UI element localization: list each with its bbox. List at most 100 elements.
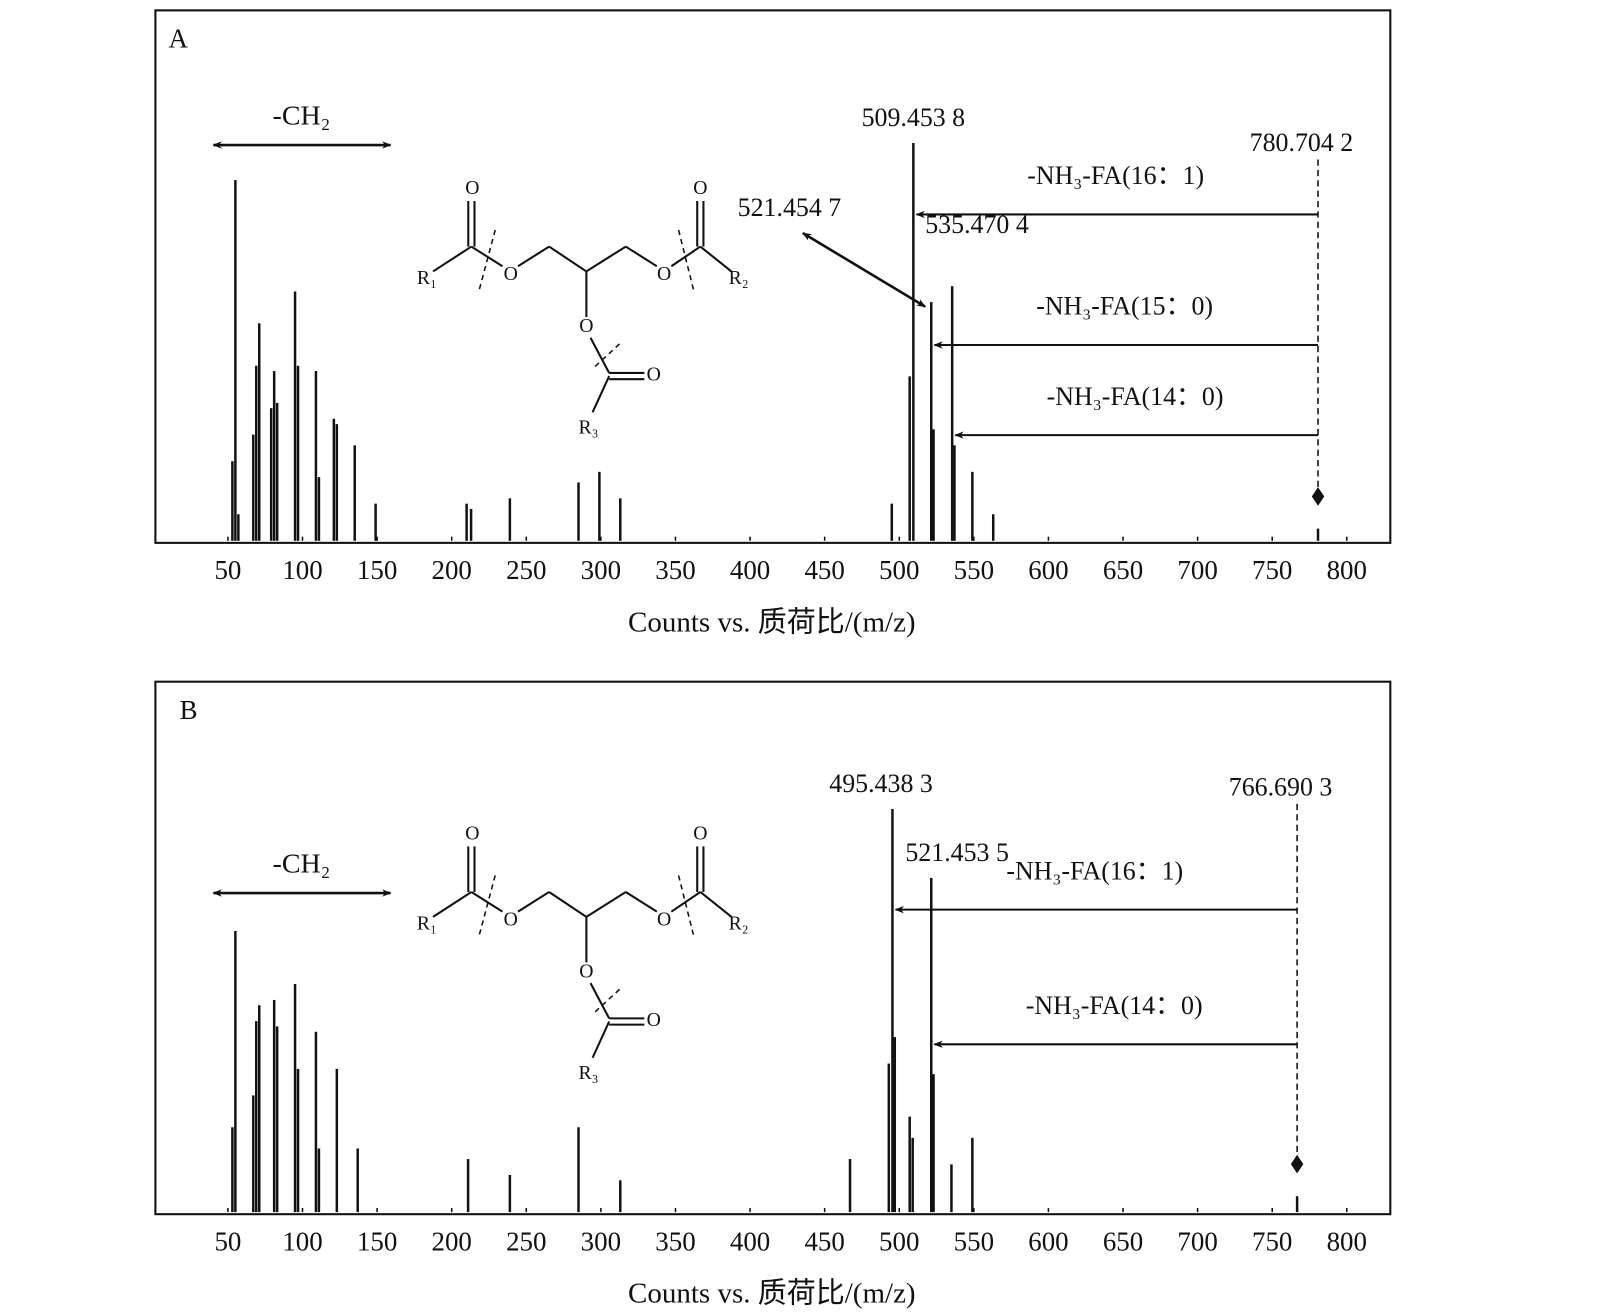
x-tick-label: 350 <box>655 555 695 585</box>
peak <box>234 930 237 1213</box>
peak <box>619 1180 622 1213</box>
x-tick-label: 300 <box>581 1226 621 1256</box>
x-tick-label: 500 <box>879 1226 919 1256</box>
x-tick-label: 650 <box>1103 1226 1143 1256</box>
x-tick-label: 150 <box>357 1226 397 1256</box>
peak <box>887 1063 891 1213</box>
peak <box>275 402 279 541</box>
peak <box>258 1005 261 1213</box>
x-tick-label: 550 <box>954 555 994 585</box>
atom-label: O <box>465 177 479 199</box>
peak <box>293 291 297 541</box>
peak <box>252 1095 255 1213</box>
atom-label: R₁ <box>417 267 437 289</box>
peak <box>577 482 580 541</box>
plot-frame <box>154 9 1392 544</box>
bond <box>517 245 550 268</box>
peak <box>255 365 258 541</box>
atom-label: O <box>693 823 707 845</box>
peak <box>932 1074 935 1213</box>
peak <box>296 365 300 541</box>
peak <box>275 1026 279 1213</box>
peak <box>466 1159 470 1213</box>
x-tick-label: 750 <box>1252 1226 1292 1256</box>
peak <box>296 1068 300 1213</box>
peak <box>893 1037 897 1213</box>
atom-label: O <box>504 263 518 285</box>
peak <box>1295 1196 1299 1213</box>
bond <box>432 245 472 273</box>
x-tick-label: 800 <box>1327 555 1367 585</box>
peak <box>356 1148 359 1213</box>
peak <box>508 498 512 541</box>
x-tick-label: 600 <box>1028 555 1068 585</box>
atom-label: R₁ <box>417 913 437 935</box>
precursor-label: 766.690 3 <box>1229 772 1333 801</box>
peak <box>293 984 297 1213</box>
bond <box>470 891 504 913</box>
peak <box>932 429 935 541</box>
peak <box>930 302 933 541</box>
precursor-marker <box>1290 1154 1304 1174</box>
x-tick-label: 600 <box>1028 1226 1068 1256</box>
loss-label: -NH₃-FA(16：1) <box>1027 161 1204 190</box>
loss-label: -NH₃-FA(16：1) <box>1006 856 1183 885</box>
bond <box>432 891 472 918</box>
x-tick-label: 50 <box>214 1226 241 1256</box>
x-tick-label: 50 <box>214 555 241 585</box>
shift-label: -CH₂ <box>273 849 331 880</box>
cleavage <box>592 343 621 370</box>
x-tick-label: 700 <box>1177 555 1217 585</box>
peak <box>314 1031 318 1213</box>
bond <box>548 245 587 273</box>
bond <box>591 375 611 413</box>
cleavage <box>592 988 621 1015</box>
bond <box>470 245 504 268</box>
atom-label: R₃ <box>578 1062 598 1084</box>
peak <box>335 424 339 541</box>
x-tick-label: 350 <box>655 1226 695 1256</box>
bond <box>625 245 658 268</box>
cleavage <box>677 875 695 938</box>
plot-frame <box>154 680 1392 1216</box>
peak <box>577 1127 580 1213</box>
peak <box>252 434 255 541</box>
peak <box>272 371 276 541</box>
peak <box>314 371 318 541</box>
peak <box>950 1164 953 1213</box>
peak <box>598 471 601 541</box>
peak <box>508 1174 512 1213</box>
atom-label: O <box>693 177 707 199</box>
x-tick-label: 150 <box>357 555 397 585</box>
peak <box>272 999 276 1213</box>
cleavage <box>677 229 695 293</box>
x-tick-label: 550 <box>954 1226 994 1256</box>
peak <box>953 445 956 541</box>
bond <box>670 245 701 268</box>
x-tick-label: 500 <box>879 555 919 585</box>
bond <box>699 891 733 918</box>
peak <box>619 498 622 541</box>
x-tick-label: 450 <box>804 555 844 585</box>
bond <box>625 891 658 913</box>
atom-label: R₃ <box>578 416 598 438</box>
cleavage <box>477 229 496 293</box>
peak <box>1316 528 1320 541</box>
peak <box>237 514 240 541</box>
peak <box>234 180 237 541</box>
x-tick-label: 800 <box>1327 1226 1367 1256</box>
peak <box>971 1137 974 1213</box>
x-tick-label: 300 <box>581 555 621 585</box>
shift-label: -CH₂ <box>273 101 331 132</box>
precursor-label: 780.704 2 <box>1250 128 1354 157</box>
x-tick-label: 250 <box>506 555 546 585</box>
peak <box>469 508 473 541</box>
atom-label: O <box>579 315 593 337</box>
x-tick-label: 250 <box>506 1226 546 1256</box>
atom-label: O <box>657 909 671 931</box>
peak <box>465 503 468 541</box>
peak <box>848 1159 852 1213</box>
peak <box>317 477 321 541</box>
x-tick-label: 400 <box>730 555 770 585</box>
